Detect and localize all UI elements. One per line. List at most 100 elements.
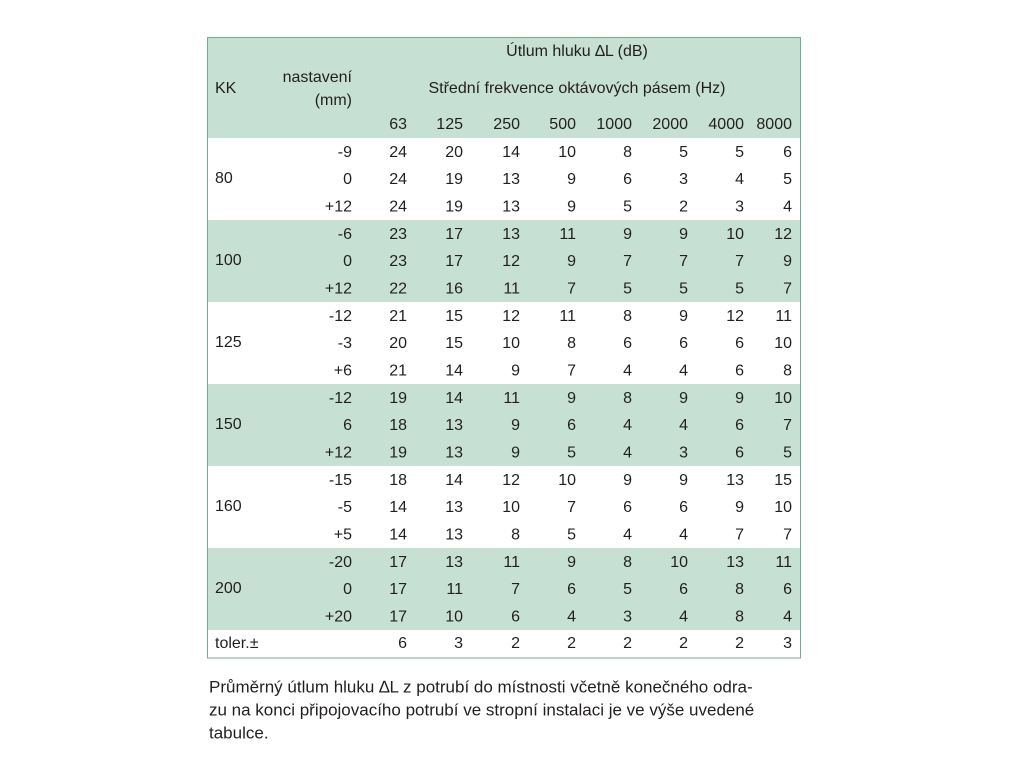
value-cell: 18 bbox=[389, 417, 407, 434]
value-cell: 4 bbox=[623, 527, 632, 544]
setting-header: nastavení bbox=[283, 69, 353, 86]
value-cell: 8 bbox=[735, 581, 744, 598]
value-cell: 6 bbox=[623, 335, 632, 352]
setting-cell: +6 bbox=[334, 363, 352, 380]
value-cell: 15 bbox=[445, 308, 463, 325]
value-cell: 6 bbox=[679, 499, 688, 516]
setting-cell: -3 bbox=[338, 335, 352, 352]
value-cell: 24 bbox=[389, 171, 407, 188]
setting-cell: -5 bbox=[338, 499, 352, 516]
value-cell: 5 bbox=[783, 171, 792, 188]
value-cell: 9 bbox=[567, 199, 576, 216]
value-cell: 8 bbox=[735, 608, 744, 625]
value-cell: 8 bbox=[623, 554, 632, 571]
value-cell: 13 bbox=[445, 554, 463, 571]
setting-cell: -12 bbox=[329, 390, 352, 407]
setting-cell: +12 bbox=[325, 281, 352, 298]
table-title: Útlum hluku ∆L (dB) bbox=[506, 41, 648, 60]
value-cell: 21 bbox=[389, 308, 407, 325]
value-cell: 4 bbox=[679, 417, 688, 434]
value-cell: 5 bbox=[679, 144, 688, 161]
value-cell: 4 bbox=[679, 363, 688, 380]
tolerance-cell: 3 bbox=[783, 635, 792, 652]
kk-cell: 80 bbox=[215, 170, 233, 187]
value-cell: 4 bbox=[679, 608, 688, 625]
value-cell: 4 bbox=[623, 363, 632, 380]
table-subtitle: Střední frekvence oktávových pásem (Hz) bbox=[428, 80, 725, 97]
value-cell: 15 bbox=[445, 335, 463, 352]
value-cell: 13 bbox=[445, 417, 463, 434]
value-cell: 9 bbox=[623, 472, 632, 489]
value-cell: 7 bbox=[511, 581, 520, 598]
value-cell: 3 bbox=[623, 608, 632, 625]
frequency-header: 250 bbox=[493, 116, 520, 133]
value-cell: 13 bbox=[445, 499, 463, 516]
value-cell: 4 bbox=[783, 608, 792, 625]
kk-header: KK bbox=[215, 80, 237, 97]
value-cell: 13 bbox=[445, 445, 463, 462]
kk-cell: 200 bbox=[215, 580, 242, 597]
kk-cell: 150 bbox=[215, 416, 242, 433]
table-border bbox=[207, 37, 801, 659]
value-cell: 9 bbox=[735, 499, 744, 516]
value-cell: 10 bbox=[774, 390, 792, 407]
setting-cell: +20 bbox=[325, 608, 352, 625]
value-cell: 9 bbox=[679, 390, 688, 407]
value-cell: 10 bbox=[502, 335, 520, 352]
value-cell: 10 bbox=[502, 499, 520, 516]
value-cell: 5 bbox=[735, 281, 744, 298]
value-cell: 3 bbox=[679, 171, 688, 188]
value-cell: 7 bbox=[623, 253, 632, 270]
value-cell: 6 bbox=[783, 581, 792, 598]
value-cell: 14 bbox=[389, 527, 407, 544]
setting-cell: -15 bbox=[329, 472, 352, 489]
value-cell: 6 bbox=[623, 499, 632, 516]
value-cell: 8 bbox=[783, 363, 792, 380]
value-cell: 14 bbox=[502, 144, 520, 161]
setting-header: (mm) bbox=[315, 92, 352, 109]
value-cell: 13 bbox=[726, 554, 744, 571]
value-cell: 4 bbox=[623, 445, 632, 462]
caption-line: zu na konci připojovacího potrubí ve str… bbox=[209, 700, 754, 719]
value-cell: 9 bbox=[783, 253, 792, 270]
value-cell: 21 bbox=[389, 363, 407, 380]
value-cell: 6 bbox=[735, 417, 744, 434]
value-cell: 9 bbox=[567, 390, 576, 407]
value-cell: 3 bbox=[735, 199, 744, 216]
value-cell: 9 bbox=[679, 226, 688, 243]
value-cell: 13 bbox=[445, 527, 463, 544]
value-cell: 13 bbox=[502, 226, 520, 243]
value-cell: 10 bbox=[558, 472, 576, 489]
value-cell: 13 bbox=[726, 472, 744, 489]
value-cell: 6 bbox=[567, 581, 576, 598]
setting-cell: 0 bbox=[343, 171, 352, 188]
value-cell: 10 bbox=[670, 554, 688, 571]
value-cell: 10 bbox=[558, 144, 576, 161]
value-cell: 8 bbox=[623, 308, 632, 325]
value-cell: 9 bbox=[623, 226, 632, 243]
value-cell: 2 bbox=[679, 199, 688, 216]
value-cell: 11 bbox=[446, 581, 463, 598]
value-cell: 8 bbox=[567, 335, 576, 352]
value-cell: 9 bbox=[735, 390, 744, 407]
value-cell: 17 bbox=[389, 554, 407, 571]
value-cell: 7 bbox=[567, 499, 576, 516]
value-cell: 4 bbox=[623, 417, 632, 434]
value-cell: 7 bbox=[679, 253, 688, 270]
value-cell: 9 bbox=[567, 253, 576, 270]
value-cell: 9 bbox=[679, 308, 688, 325]
setting-cell: +5 bbox=[334, 527, 352, 544]
value-cell: 11 bbox=[775, 308, 792, 325]
tolerance-label: toler.± bbox=[215, 635, 259, 652]
value-cell: 22 bbox=[389, 281, 407, 298]
setting-cell: -6 bbox=[338, 226, 352, 243]
value-cell: 10 bbox=[774, 499, 792, 516]
value-cell: 17 bbox=[389, 608, 407, 625]
value-cell: 12 bbox=[726, 308, 744, 325]
value-cell: 10 bbox=[445, 608, 463, 625]
value-cell: 19 bbox=[389, 445, 407, 462]
group-background bbox=[207, 219, 801, 302]
frequency-header: 125 bbox=[436, 116, 463, 133]
tolerance-cell: 2 bbox=[679, 635, 688, 652]
value-cell: 5 bbox=[735, 144, 744, 161]
